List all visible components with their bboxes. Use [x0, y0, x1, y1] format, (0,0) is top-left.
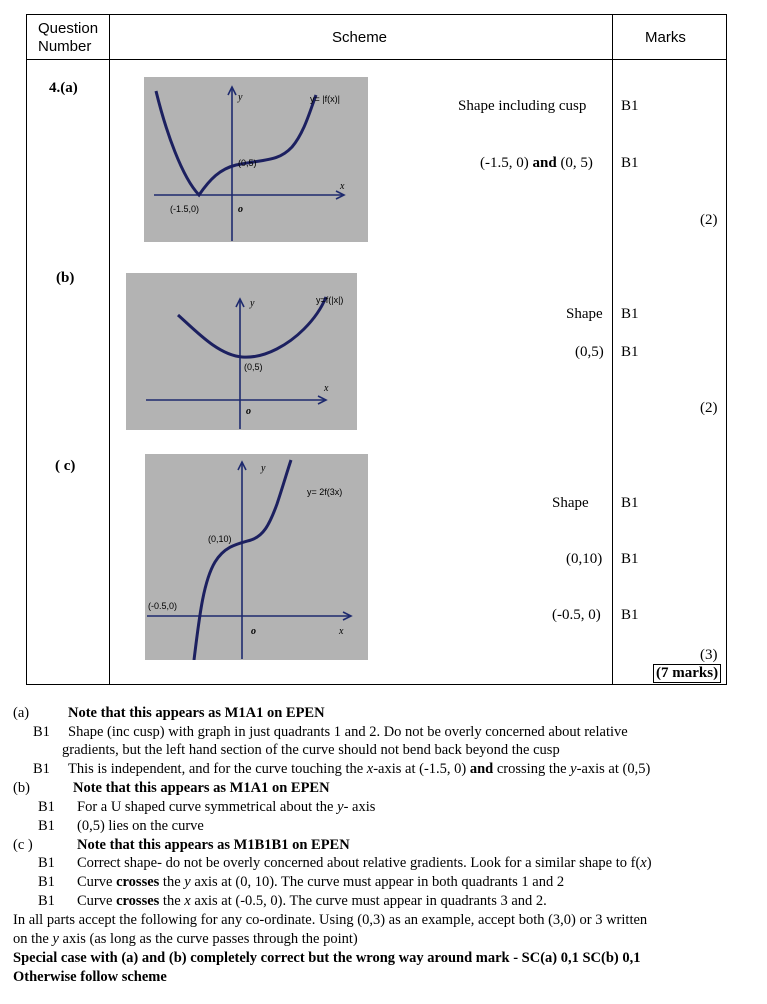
graph-b-y-label: y: [249, 298, 255, 309]
note-b-label: (b): [13, 780, 30, 796]
graph-c-y-label: y: [260, 463, 266, 474]
graph-c-func-label: y= 2f(3x): [307, 487, 342, 497]
part-b-label: (b): [56, 270, 75, 286]
part-b-total: (2): [700, 400, 718, 416]
part-a-label: 4.(a): [49, 80, 78, 96]
part-b-scheme-2: (0,5): [575, 344, 604, 360]
note-otherwise: Otherwise follow scheme: [13, 969, 167, 985]
note-c-b3-text: Curve crosses the x axis at (-0.5, 0). T…: [77, 893, 547, 909]
header-marks: Marks: [645, 29, 686, 46]
note-special-case: Special case with (a) and (b) completely…: [13, 950, 641, 966]
note-a-heading: Note that this appears as M1A1 on EPEN: [68, 705, 325, 721]
part-a-total: (2): [700, 212, 718, 228]
graph-b-axes: [146, 297, 328, 429]
note-c-b1-code: B1: [38, 855, 55, 871]
graph-c-curve: [192, 459, 293, 660]
graph-b-func-label: y=f(|x|): [316, 295, 343, 305]
part-a-scheme-1: Shape including cusp: [458, 98, 587, 114]
graph-b-curve: [177, 296, 328, 359]
graph-b-point-05: (0,5): [244, 362, 263, 372]
header-question-number: Question Number: [38, 20, 99, 55]
part-c-scheme-1: Shape: [552, 495, 589, 511]
part-c-total: (3): [700, 647, 718, 663]
graph-c-axes: [147, 460, 353, 659]
note-b-b2-code: B1: [38, 818, 55, 834]
graph-c-point-010: (0,10): [208, 534, 232, 544]
note-a-b1-text: Shape (inc cusp) with graph in just quad…: [68, 724, 628, 740]
part-a-scheme-2: (-1.5, 0) and (0, 5): [480, 155, 593, 171]
graph-a-point-05: (0,5): [238, 158, 257, 168]
graph-a-y-label: y: [237, 92, 243, 103]
note-b-b1-code: B1: [38, 799, 55, 815]
graph-b-x-label: x: [323, 383, 329, 394]
part-c-label: ( c): [55, 458, 76, 474]
graph-c-point-neg05: (-0.5,0): [148, 601, 177, 611]
part-a-mark-1: B1: [621, 98, 639, 114]
graph-a: y x o y= |f(x)| (0,5) (-1.5,0): [144, 77, 368, 242]
part-b-scheme-1: Shape: [566, 306, 603, 322]
note-a-b2-text: This is independent, and for the curve t…: [68, 761, 651, 777]
part-c-mark-2: B1: [621, 551, 639, 567]
note-c-label: (c ): [13, 837, 33, 853]
note-a-label: (a): [13, 705, 30, 721]
note-a-b1-cont: gradients, but the left hand section of …: [62, 742, 560, 758]
part-c-scheme-3: (-0.5, 0): [552, 607, 601, 623]
part-c-mark-1: B1: [621, 495, 639, 511]
note-c-b2-code: B1: [38, 874, 55, 890]
part-c-mark-3: B1: [621, 607, 639, 623]
graph-a-x-label: x: [339, 181, 345, 192]
graph-a-func-label: y= |f(x)|: [310, 94, 340, 104]
graph-b-origin: o: [246, 406, 251, 417]
part-b-mark-1: B1: [621, 306, 639, 322]
note-b-heading: Note that this appears as M1A1 on EPEN: [73, 780, 330, 796]
graph-a-point-neg15: (-1.5,0): [170, 204, 199, 214]
grand-total: (7 marks): [653, 664, 722, 683]
note-b-b1-text: For a U shaped curve symmetrical about t…: [77, 799, 376, 815]
part-c-scheme-2: (0,10): [566, 551, 603, 567]
graph-c-origin: o: [251, 626, 256, 637]
note-b-b2-text: (0,5) lies on the curve: [77, 818, 204, 834]
graph-c: y x o y= 2f(3x) (0,10) (-0.5,0): [145, 454, 368, 660]
note-c-heading: Note that this appears as M1B1B1 on EPEN: [77, 837, 350, 853]
note-a-b1-code: B1: [33, 724, 50, 740]
note-c-b3-code: B1: [38, 893, 55, 909]
graph-a-axes: [154, 85, 346, 241]
graph-a-curve: [154, 90, 318, 198]
part-a-mark-2: B1: [621, 155, 639, 171]
part-b-mark-2: B1: [621, 344, 639, 360]
note-a-b2-code: B1: [33, 761, 50, 777]
header-scheme: Scheme: [332, 29, 388, 46]
graph-c-x-label: x: [338, 626, 344, 637]
note-c-b1-text: Correct shape- do not be overly concerne…: [77, 855, 652, 871]
note-all-parts-2: on the y axis (as long as the curve pass…: [13, 931, 358, 947]
graph-b: y x o y=f(|x|) (0,5): [126, 273, 357, 430]
note-c-b2-text: Curve crosses the y axis at (0, 10). The…: [77, 874, 565, 890]
note-all-parts-1: In all parts accept the following for an…: [13, 912, 648, 928]
graph-a-origin: o: [238, 204, 243, 215]
